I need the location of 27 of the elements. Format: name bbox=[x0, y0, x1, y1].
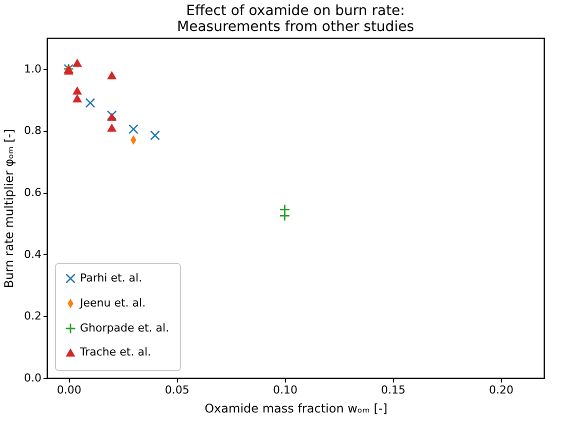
legend-label: Ghorpade et. al. bbox=[80, 322, 170, 334]
legend-label: Parhi et. al. bbox=[80, 272, 142, 284]
point bbox=[85, 98, 95, 108]
point bbox=[280, 210, 290, 220]
point bbox=[107, 124, 117, 132]
legend-label: Jeenu et. al. bbox=[79, 296, 146, 310]
y-tick-label: 0.8 bbox=[24, 124, 42, 138]
y-tick-label: 0.4 bbox=[24, 248, 42, 261]
y-axis-title: Burn rate multiplier φₒₘ [-] bbox=[2, 128, 16, 288]
x-tick-label: 0.05 bbox=[164, 384, 190, 396]
x-tick-label: 0.10 bbox=[272, 384, 298, 396]
point bbox=[72, 86, 82, 95]
y-tick-label: 0.0 bbox=[24, 372, 42, 384]
y-tick-label: 0.2 bbox=[24, 310, 42, 323]
point bbox=[128, 124, 138, 134]
chart-title: Effect of oxamide on burn rate: Measurements from other studies bbox=[177, 3, 414, 35]
point bbox=[72, 94, 82, 102]
point bbox=[150, 130, 160, 140]
point bbox=[107, 70, 117, 80]
y-tick-label: 1.0 bbox=[24, 62, 42, 76]
x-tick-label: 0.00 bbox=[56, 384, 82, 396]
x-tick-label: 0.20 bbox=[489, 384, 514, 396]
point bbox=[72, 58, 82, 67]
y-tick-label: 0.6 bbox=[24, 186, 42, 200]
x-axis-title: Oxamide mass fraction wₒₘ [-] bbox=[204, 402, 388, 416]
legend-label: Trache et. al. bbox=[79, 346, 152, 358]
x-tick-label: 0.15 bbox=[380, 384, 406, 396]
